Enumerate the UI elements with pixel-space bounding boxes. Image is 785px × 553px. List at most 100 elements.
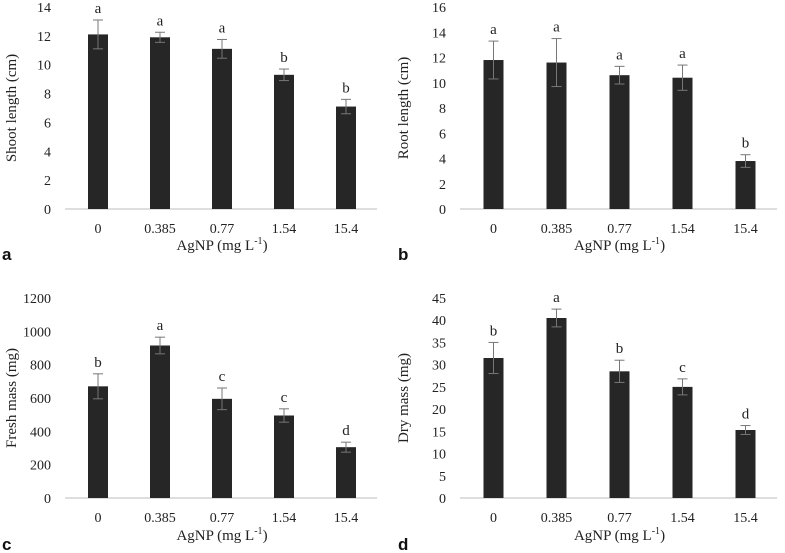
x-tick-label: 0.77 <box>210 222 235 237</box>
y-tick-label: 30 <box>432 359 446 374</box>
significance-letter: a <box>553 290 560 306</box>
panel-label: d <box>398 535 408 553</box>
y-tick-label: 16 <box>432 1 446 16</box>
x-tick-label: 0 <box>490 511 497 526</box>
y-tick-label: 400 <box>30 425 51 440</box>
bar <box>150 37 170 209</box>
x-tick-label: 0.77 <box>210 511 235 526</box>
y-tick-label: 200 <box>30 459 51 474</box>
y-axis-title: Shoot length (cm) <box>4 54 20 162</box>
x-axis-title: AgNP (mg L-1) <box>574 526 665 544</box>
bar <box>212 398 232 498</box>
significance-letter: c <box>219 369 226 385</box>
significance-letter: a <box>679 46 686 62</box>
bar <box>274 74 294 209</box>
y-tick-label: 12 <box>37 30 51 45</box>
chart-panel-c: 0 200 400 600 800 1000 1200 b 0 a 0.385 c 0.77 c 1.54 d… <box>2 292 377 553</box>
bar <box>672 77 693 209</box>
bar <box>150 345 170 498</box>
significance-letter: a <box>219 20 226 36</box>
y-tick-label: 35 <box>432 336 446 351</box>
bar <box>274 415 294 498</box>
x-tick-label: 0.77 <box>607 511 632 526</box>
significance-letter: a <box>490 22 497 38</box>
significance-letter: b <box>94 355 102 371</box>
y-tick-label: 4 <box>44 145 51 160</box>
significance-letter: c <box>281 390 288 406</box>
y-tick-label: 10 <box>432 448 446 463</box>
x-axis-title: AgNP (mg L-1) <box>176 526 267 544</box>
bar <box>483 358 504 498</box>
y-tick-label: 0 <box>439 203 446 218</box>
bar <box>88 34 108 209</box>
y-tick-label: 0 <box>44 492 51 507</box>
y-axis-title: Fresh mass (mg) <box>4 348 20 448</box>
bar <box>483 60 504 210</box>
significance-letter: b <box>742 136 750 152</box>
y-tick-label: 25 <box>432 381 446 396</box>
y-tick-label: 10 <box>37 59 51 74</box>
significance-letter: d <box>342 423 350 439</box>
y-axis-title: Root length (cm) <box>396 57 412 159</box>
y-tick-label: 45 <box>432 292 446 307</box>
significance-letter: a <box>157 318 164 334</box>
panel-label: b <box>398 245 408 264</box>
y-tick-label: 6 <box>44 116 51 131</box>
panel-label: a <box>2 245 12 264</box>
x-tick-label: 0.385 <box>541 511 573 526</box>
bar <box>546 62 567 209</box>
y-tick-label: 600 <box>30 392 51 407</box>
y-tick-label: 2 <box>439 178 446 193</box>
bar <box>336 447 356 498</box>
x-tick-label: 0 <box>490 222 497 237</box>
x-tick-label: 15.4 <box>733 222 758 237</box>
significance-letter: b <box>280 50 288 66</box>
y-tick-label: 0 <box>44 203 51 218</box>
y-tick-label: 8 <box>439 102 446 117</box>
x-tick-label: 1.54 <box>272 222 297 237</box>
y-tick-label: 8 <box>44 88 51 103</box>
bar <box>336 106 356 209</box>
bar <box>609 75 630 209</box>
y-tick-label: 12 <box>432 52 446 67</box>
significance-letter: a <box>616 47 623 63</box>
significance-letter: a <box>157 13 164 29</box>
x-tick-label: 0.77 <box>607 222 632 237</box>
x-tick-label: 1.54 <box>272 511 297 526</box>
bar <box>735 430 756 498</box>
significance-letter: b <box>490 323 498 339</box>
x-tick-label: 0.385 <box>144 222 176 237</box>
chart-panel-b: 0 2 4 6 8 10 12 14 16 a 0 a 0.385 a 0.77 a 1.54 b 15.4 Root… <box>396 1 777 264</box>
significance-letter: a <box>553 20 560 36</box>
y-tick-label: 5 <box>439 470 446 485</box>
y-tick-label: 15 <box>432 425 446 440</box>
y-tick-label: 1000 <box>23 325 51 340</box>
y-tick-label: 800 <box>30 359 51 374</box>
chart-panel-d: 0 5 10 15 20 25 30 35 40 45 b 0 a 0.385 b 0.77 c 1.54 d 15.… <box>396 290 777 553</box>
bar <box>672 386 693 498</box>
chart-panel-a: 0 2 4 6 8 10 12 14 a 0 a 0.385 a 0.77 b 1.54 b 15.4 Shoot … <box>2 1 377 264</box>
y-tick-label: 40 <box>432 314 446 329</box>
x-tick-label: 0 <box>95 511 102 526</box>
y-tick-label: 0 <box>439 492 446 507</box>
y-tick-label: 10 <box>432 77 446 92</box>
y-tick-label: 4 <box>439 153 446 168</box>
panel-label: c <box>2 535 11 553</box>
x-axis-title: AgNP (mg L-1) <box>176 236 267 254</box>
x-tick-label: 0.385 <box>144 511 176 526</box>
x-tick-label: 15.4 <box>334 511 359 526</box>
y-tick-label: 6 <box>439 127 446 142</box>
y-tick-label: 20 <box>432 403 446 418</box>
significance-letter: a <box>95 1 102 17</box>
significance-letter: b <box>616 341 624 357</box>
y-tick-label: 2 <box>44 174 51 189</box>
bar <box>546 318 567 498</box>
x-tick-label: 15.4 <box>334 222 359 237</box>
bar <box>212 48 232 209</box>
x-tick-label: 15.4 <box>733 511 758 526</box>
bar <box>88 386 108 498</box>
x-tick-label: 1.54 <box>670 511 695 526</box>
significance-letter: b <box>342 80 350 96</box>
x-axis-title: AgNP (mg L-1) <box>574 236 665 254</box>
